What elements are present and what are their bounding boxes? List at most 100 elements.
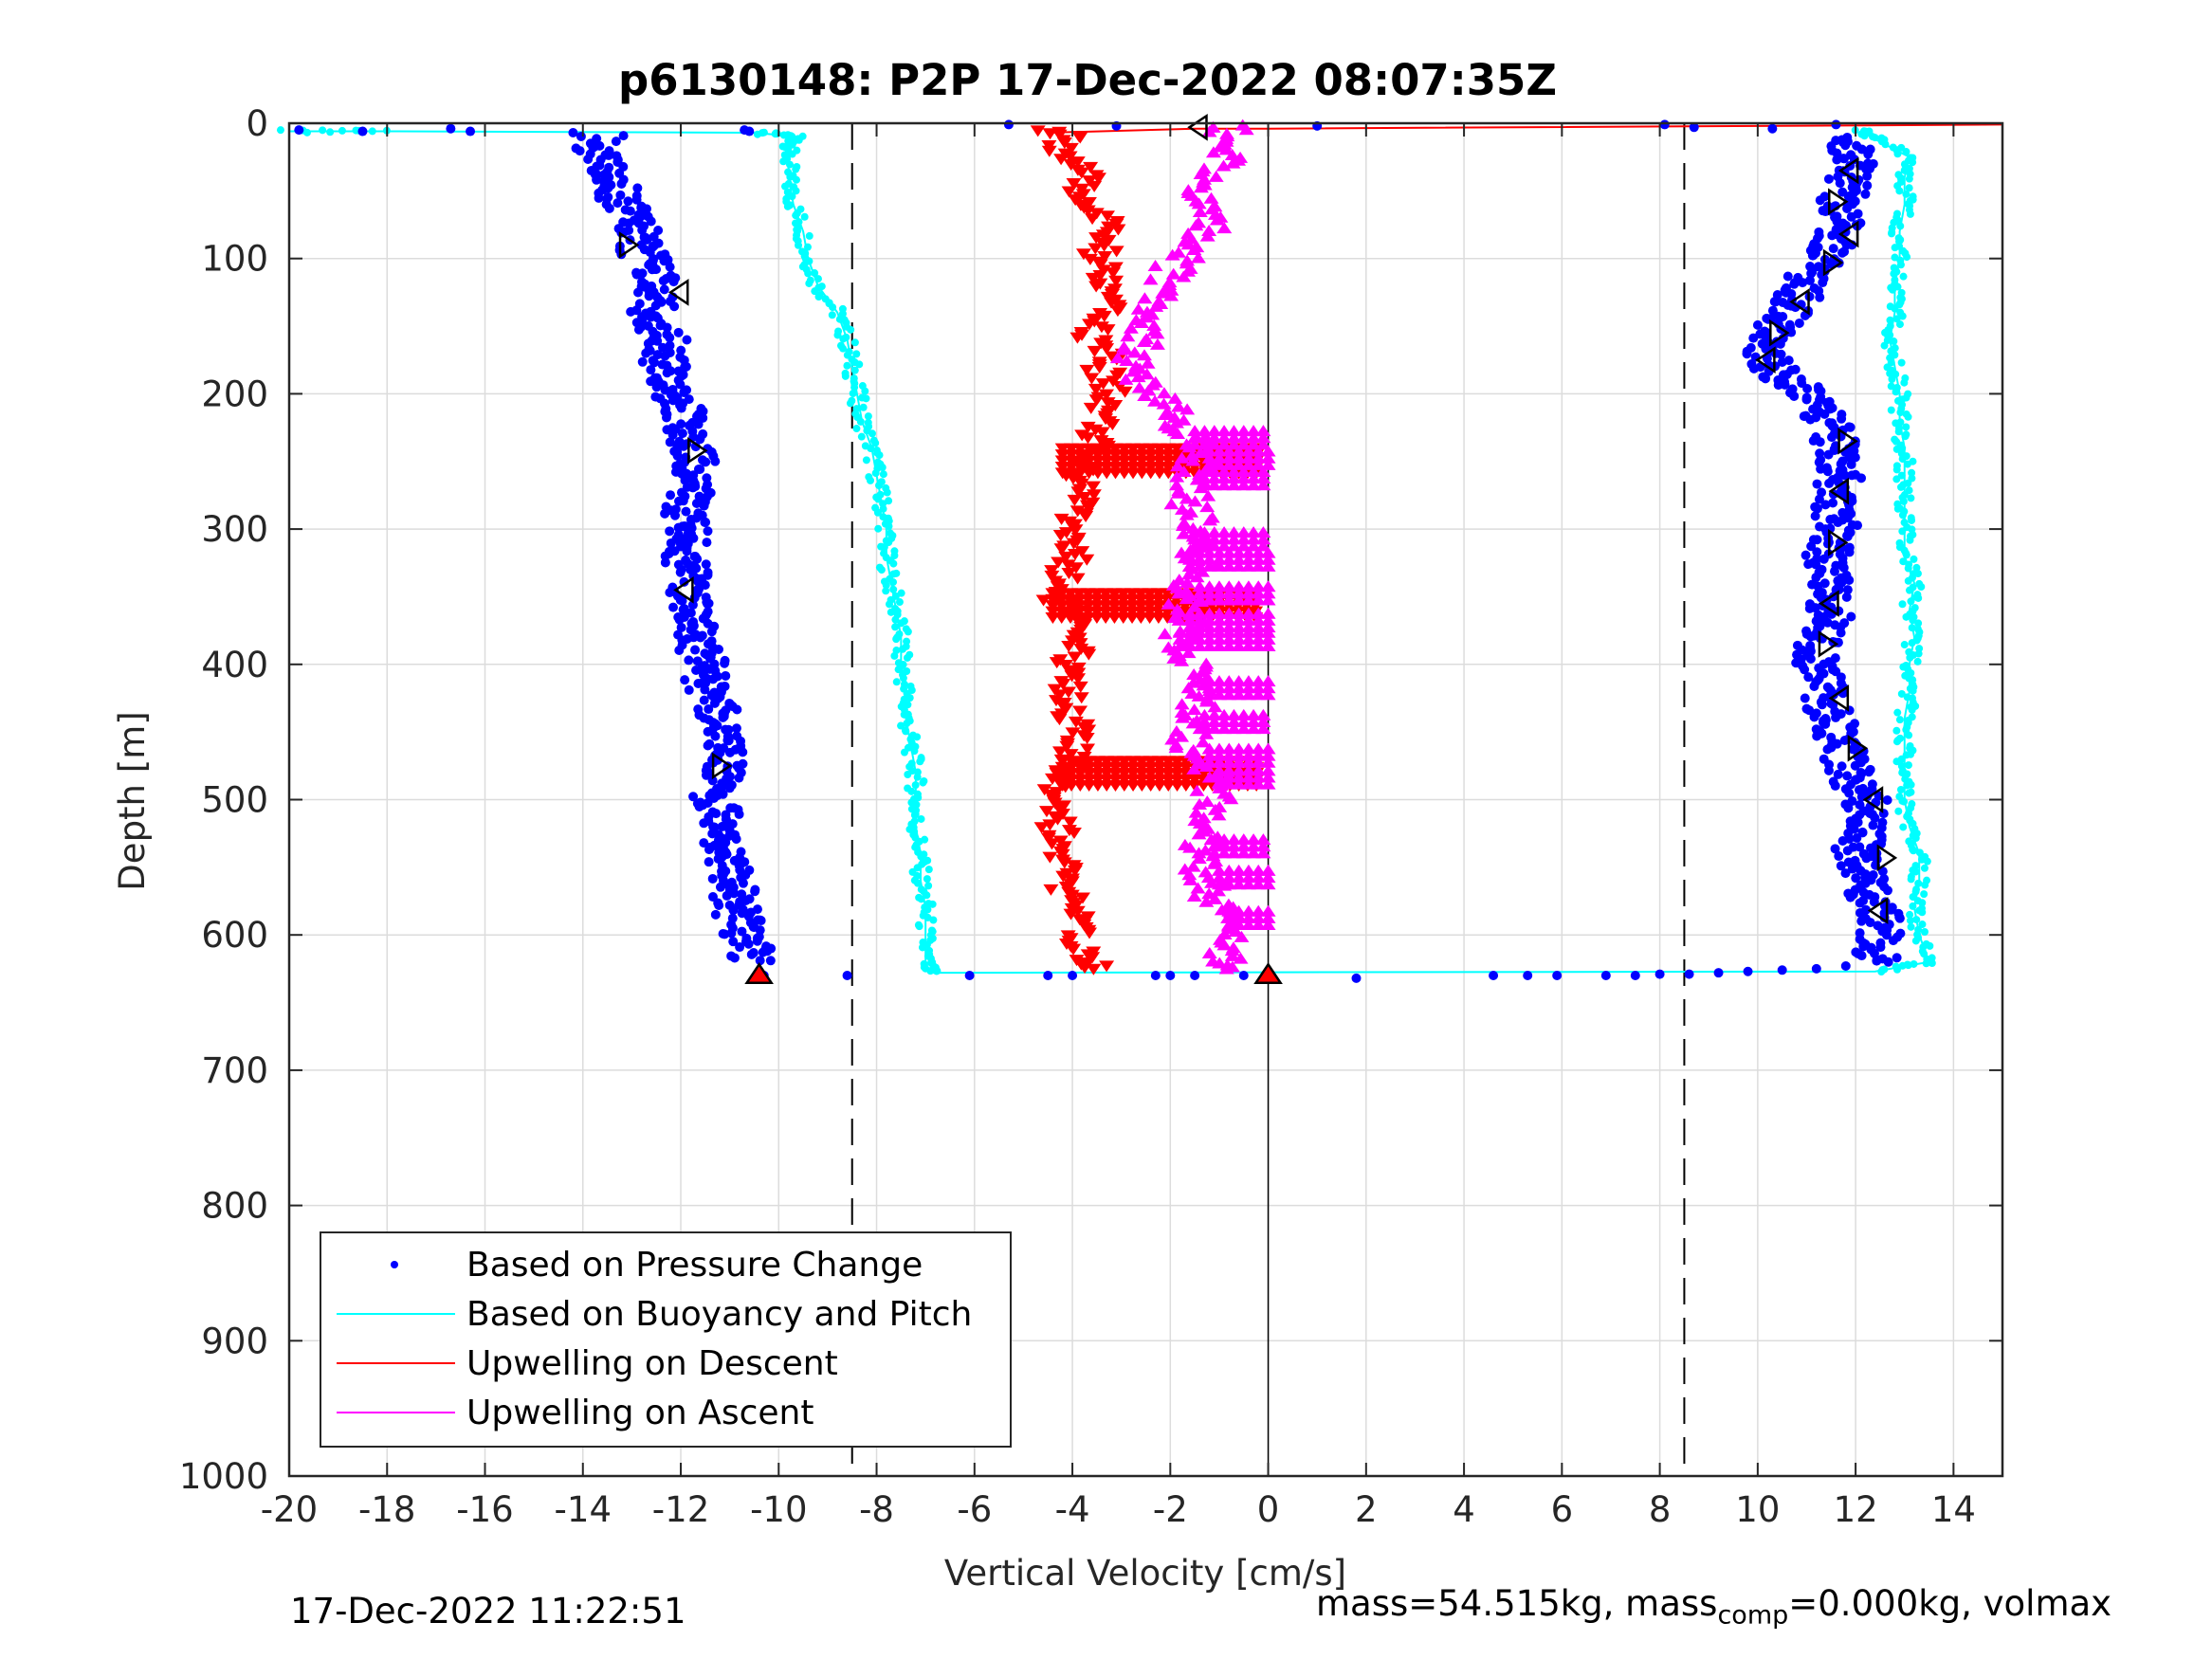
pressure-point [662,322,672,333]
ascent-run-point [1197,708,1213,720]
buoyancy-point [1895,716,1904,724]
pressure-point [765,956,776,966]
ascent-point [1174,730,1190,742]
pressure-point [750,886,760,897]
descent-point [1110,224,1126,236]
pressure-point [722,890,732,901]
ascent-run-point [1240,613,1256,626]
ascent-point [1190,251,1206,264]
buoyancy-point [880,543,888,552]
buoyancy-point [856,417,865,426]
buoyancy-point [1892,462,1901,470]
ascent-run-point [1221,445,1237,457]
legend-box [320,1231,1012,1448]
buoyancy-point [1887,406,1895,414]
buoyancy-point [907,787,916,795]
ascent-point [1156,397,1172,410]
pressure-point [625,206,635,216]
buoyancy-point [1913,591,1922,599]
pressure-point [1819,754,1829,764]
ascent-run-point [1231,607,1247,619]
buoyancy-point [783,202,792,210]
ascent-run-point [1251,640,1267,652]
ascent-run-point [1255,526,1271,538]
pressure-point [1794,318,1804,328]
ascent-run-point [1172,626,1188,638]
pressure-point [1882,795,1892,806]
ascent-run-point [1197,472,1213,484]
outlined-triangle-marker [1828,684,1850,712]
buoyancy-point [1910,959,1918,968]
ascent-run-point [1260,553,1276,565]
ascent-run-point [1216,425,1233,437]
ascent-run-point [1260,626,1276,638]
pressure-point [703,726,713,737]
ascent-run-point [1201,593,1217,606]
ascent-run-point [1192,607,1208,619]
buoyancy-point [1913,657,1922,665]
buoyancy-point [891,623,900,631]
ascent-run-point [1235,472,1252,484]
ascent-run-point [1260,871,1276,884]
ascent-run-point [1221,632,1237,645]
pressure-point [703,526,713,537]
pressure-point [1812,554,1822,564]
pressure-point [612,198,623,209]
pressure-point [675,379,686,390]
buoyancy-point [1922,939,1930,948]
ascent-run-point [1251,764,1267,776]
ascent-point [1149,327,1165,339]
ascent-point [1181,868,1197,881]
descent-point [1070,673,1087,685]
x-tick-label: -16 [456,1489,513,1530]
buoyancy-point [1901,671,1910,680]
x-tick-label: -8 [859,1489,894,1530]
pressure-point [752,936,762,946]
ascent-run-point [1221,559,1237,572]
ascent-run-point [1216,526,1233,538]
pressure-point [1868,158,1878,169]
ascent-run-point [1201,682,1217,694]
ascent-run-point [1240,546,1256,558]
ascent-run-point [1251,878,1267,890]
pressure-point [699,695,709,705]
ascent-run-point [1246,722,1262,735]
ascent-run-point [1240,904,1256,917]
pressure-point [1840,961,1851,972]
buoyancy-point [326,128,335,137]
ascent-point [1118,373,1134,385]
pressure-point [1801,703,1812,714]
pressure-point [673,327,684,337]
ascent-run-point [1251,771,1267,783]
ascent-run-point [1260,771,1276,783]
buoyancy-point [1896,418,1905,427]
pressure-point [665,526,675,537]
pressure-point [1752,319,1763,330]
ascent-run-point [1251,864,1267,876]
ascent-point [1185,717,1201,729]
pressure-point [1828,498,1838,508]
outlined-triangle-marker [1837,220,1859,248]
buoyancy-point [1928,954,1936,962]
ascent-point [1157,409,1173,421]
descent-point [1080,432,1096,445]
ascent-run-point [1235,533,1252,545]
descent-point [1078,511,1094,523]
ascent-point [1186,243,1202,255]
series-upwelling-ascent [1109,118,1276,975]
pressure-point [1831,136,1841,146]
ascent-point [1179,508,1195,520]
buoyancy-point [1886,316,1894,324]
buoyancy-point [784,145,793,154]
pressure-point [1814,262,1824,272]
descent-point [1061,186,1077,198]
buoyancy-point [929,916,938,924]
buoyancy-point [1908,468,1916,477]
pressure-point [721,670,731,681]
descent-point [1108,246,1124,258]
buoyancy-point [753,130,761,138]
pressure-point [674,496,685,506]
buoyancy-point [928,900,937,908]
outlined-triangle-marker [667,279,689,306]
pressure-point [676,403,686,413]
